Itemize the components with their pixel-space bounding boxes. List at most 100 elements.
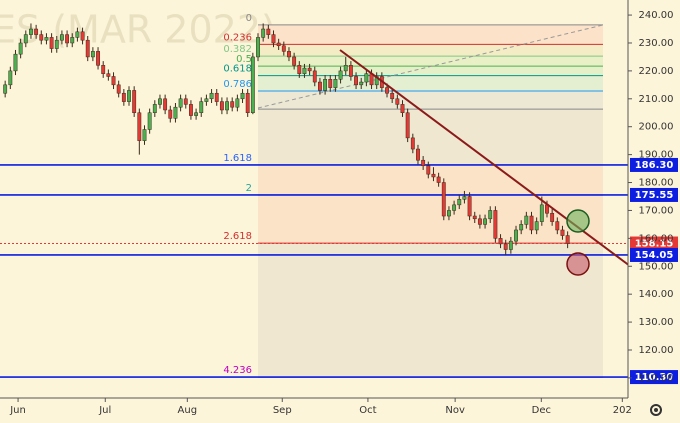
candle-body [183, 98, 188, 105]
fib-label: 0 [246, 13, 252, 24]
target-circle [566, 209, 590, 233]
candle-body [503, 243, 508, 250]
fib-band [258, 66, 603, 76]
fib-label: 0.382 [223, 44, 252, 55]
candle-body [80, 31, 85, 41]
candle-body [147, 112, 152, 130]
price-label-box [630, 247, 678, 262]
candle-body [44, 37, 49, 41]
candle-body [323, 79, 328, 91]
candle-body [158, 98, 162, 105]
levels [0, 164, 628, 378]
candle-body [307, 67, 312, 72]
candle-body [328, 79, 333, 88]
candle-body [59, 34, 64, 41]
candle-body [29, 28, 33, 35]
candle-body [101, 65, 106, 74]
candle-body [514, 229, 518, 242]
price-label-box [630, 236, 678, 251]
candle-body [534, 221, 539, 231]
fib-label: 4.236 [223, 365, 252, 376]
candle-body [13, 53, 18, 72]
candle-body [488, 210, 493, 220]
candle-body [359, 81, 364, 86]
candle-body [550, 212, 555, 222]
candle-body [137, 112, 142, 141]
x-tick-label: Jul [98, 405, 111, 416]
fib-band [258, 24, 603, 45]
candle-body [204, 98, 209, 102]
fib-band [258, 75, 603, 91]
candle-body [245, 92, 250, 114]
candle-body [312, 70, 317, 83]
candle-body [127, 90, 131, 102]
time-axis [0, 398, 628, 423]
candle-body [199, 101, 204, 114]
x-tick-label: 202 [613, 405, 632, 416]
y-tick-label: 150.00 [639, 261, 674, 272]
price-label: 158.15 [635, 239, 674, 250]
candle-body [173, 106, 178, 119]
y-tick-label: 120.00 [639, 345, 674, 356]
fib-band [258, 44, 603, 57]
candle-body [266, 28, 271, 35]
candle-body [519, 224, 524, 231]
fib-label: 1.618 [223, 153, 252, 164]
candle-body [493, 210, 498, 239]
candle-body [447, 210, 451, 217]
y-tick-label: 210.00 [639, 94, 674, 105]
candle-body [178, 98, 183, 108]
candle-body [8, 70, 13, 86]
candle-body [96, 51, 100, 66]
candle-body [410, 137, 415, 150]
candle-body [508, 240, 513, 250]
fib-band [258, 164, 603, 196]
candle-body [431, 173, 436, 178]
candle-body [209, 92, 214, 100]
candle-body [261, 28, 266, 38]
candle-body [436, 176, 441, 183]
x-tick-label: Dec [532, 405, 551, 416]
candle-body [65, 34, 70, 44]
price-label-box [630, 370, 678, 385]
y-tick-label: 190.00 [639, 150, 674, 161]
candle-body [560, 229, 565, 236]
candle-body [555, 221, 560, 231]
candle-body [524, 215, 529, 225]
candle-body [34, 28, 39, 35]
settings-icon[interactable] [650, 404, 662, 416]
price-label-box [630, 157, 678, 172]
candle-body [297, 65, 302, 74]
price-label: 186.30 [635, 160, 674, 171]
candles [3, 23, 570, 256]
y-tick-label: 130.00 [639, 317, 674, 328]
candle-body [483, 218, 487, 225]
price-label: 154.05 [635, 250, 674, 261]
candle-body [132, 90, 137, 114]
candle-body [90, 51, 95, 58]
candle-body [565, 235, 570, 244]
candle-body [364, 73, 369, 83]
fib-band [258, 90, 603, 110]
candle-body [168, 109, 173, 119]
candle-body [49, 37, 54, 49]
candle-body [302, 67, 307, 74]
fib-label: 2.618 [223, 231, 252, 242]
candle-body [276, 42, 281, 47]
candle-body [219, 101, 224, 111]
candle-body [194, 112, 199, 116]
candle-body [385, 87, 389, 94]
candle-body [70, 37, 75, 44]
candle-body [23, 34, 28, 44]
candle-body [400, 104, 405, 114]
fib-band [258, 56, 603, 67]
x-tick-label: Nov [445, 405, 465, 416]
y-tick-label: 110.00 [639, 373, 674, 384]
candle-body [348, 65, 353, 77]
candle-body [271, 34, 276, 44]
candle-body [18, 42, 23, 55]
candle-body [240, 92, 245, 100]
y-tick-label: 240.00 [639, 10, 674, 21]
y-tick-label: 160.00 [639, 233, 674, 244]
